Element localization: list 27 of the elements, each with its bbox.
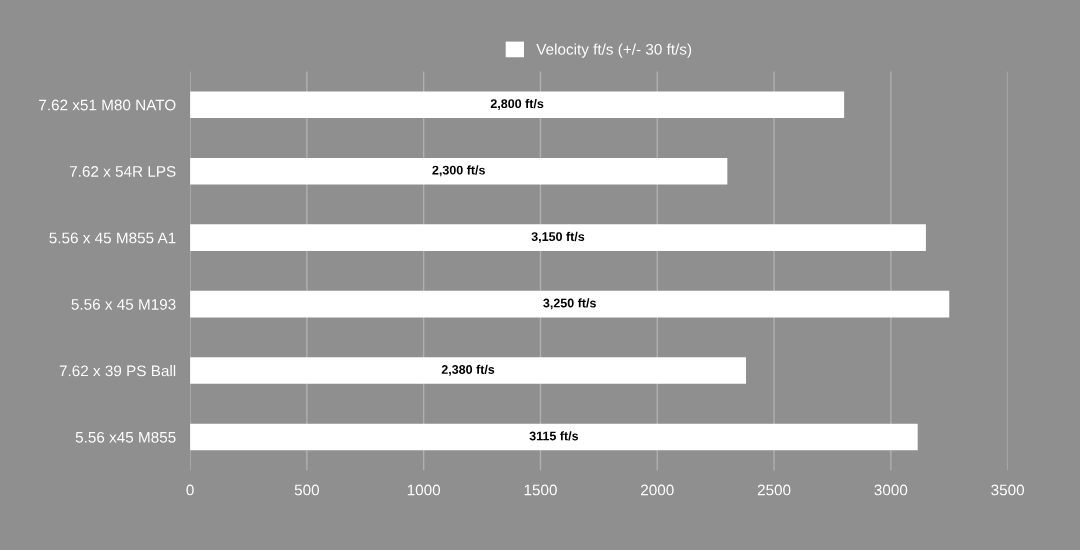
bar [190,91,845,119]
bar [190,290,950,318]
y-tick-label: 5.56 x 45 M193 [71,298,176,310]
data-label: 3,250 ft/s [543,298,596,310]
y-tick-label: 7.62 x51 M80 NATO [39,99,176,111]
data-label: 3,150 ft/s [531,231,585,243]
bar [190,224,926,251]
x-tick-label: 500 [294,484,320,496]
x-tick-label: 1500 [524,484,557,496]
data-label: 2,300 ft/s [432,165,485,177]
x-tick-label: 2000 [641,484,674,496]
x-tick-label: 3500 [991,484,1025,496]
y-tick-label: 5.56 x45 M855 [75,431,176,443]
bar [190,157,728,185]
bar [190,357,747,384]
x-tick-label: 3000 [874,484,908,496]
x-tick-label: 2500 [757,484,791,496]
data-label: 2,380 ft/s [441,364,495,376]
legend-label: Velocity ft/s (+/- 30 ft/s) [536,43,692,58]
y-tick-label: 7.62 x 54R LPS [69,166,176,177]
bar [190,423,918,451]
x-tick-label: 0 [186,484,194,496]
x-tick-label: 1000 [407,484,441,496]
y-tick-label: 7.62 x 39 PS Ball [59,365,176,377]
y-tick-label: 5.56 x 45 M855 A1 [49,232,176,244]
data-label: 2,800 ft/s [490,98,544,110]
data-label: 3115 ft/s [529,431,579,441]
